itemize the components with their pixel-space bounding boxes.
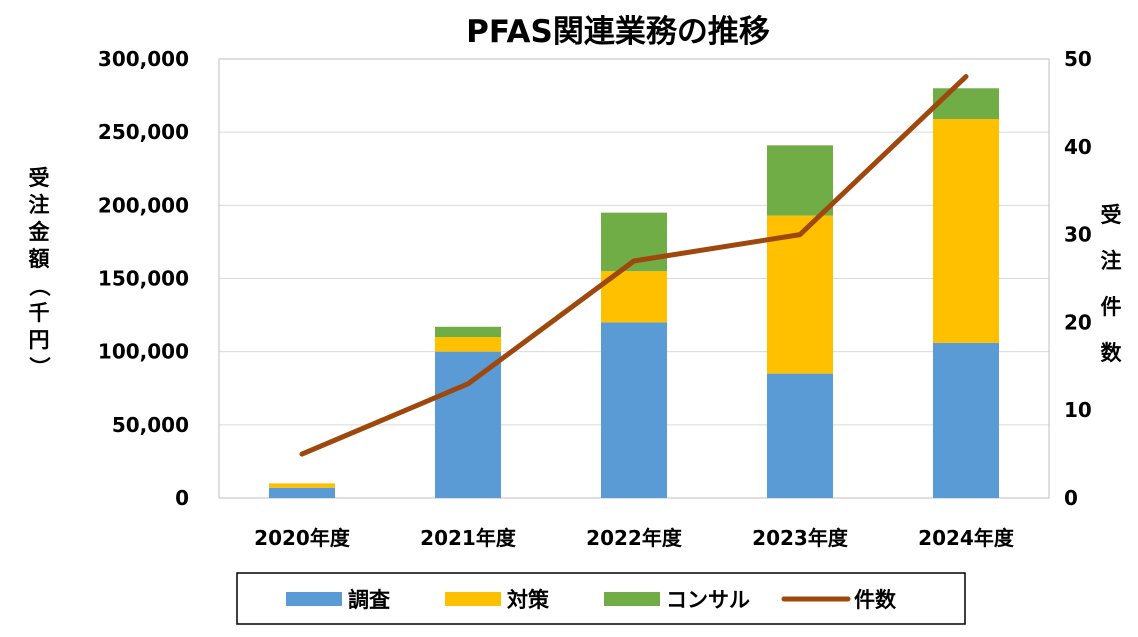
y-left-label-char: ）	[27, 357, 51, 378]
x-tick-label: 2024年度	[918, 526, 1015, 550]
y-right-label-char: 受	[1101, 203, 1122, 227]
legend-label: コンサル	[666, 588, 750, 612]
legend-label: 対策	[507, 588, 550, 612]
y-left-label-char: 額	[28, 247, 50, 271]
y-right-tick-label: 20	[1064, 310, 1092, 334]
y-left-label-char: 注	[29, 193, 50, 217]
y-left-tick-label: 200,000	[98, 193, 189, 217]
y-left-tick-label: 100,000	[98, 340, 189, 364]
y-left-label-char: （	[27, 276, 51, 297]
bar-segment	[269, 483, 335, 488]
y-left-label-char: 受	[29, 166, 50, 190]
y-right-tick-label: 0	[1064, 486, 1078, 510]
x-tick-label: 2022年度	[586, 526, 683, 550]
y-left-tick-label: 300,000	[98, 47, 189, 71]
bar-segment	[435, 351, 501, 498]
legend-swatch	[604, 592, 660, 606]
bar-segment	[601, 322, 667, 498]
y-right-tick-label: 40	[1064, 135, 1092, 159]
legend-swatch	[286, 592, 342, 606]
y-left-tick-label: 250,000	[98, 120, 189, 144]
chart-title: PFAS関連業務の推移	[466, 14, 770, 50]
bar-segment	[435, 337, 501, 352]
y-left-label-char: 円	[29, 328, 50, 352]
bar-segment	[767, 145, 833, 216]
y-left-label-char: 金	[28, 220, 51, 244]
line-series	[299, 74, 969, 457]
y-right-label-char: 件	[1101, 295, 1122, 319]
legend-label: 件数	[854, 588, 897, 612]
y-right-tick-label: 30	[1064, 223, 1092, 247]
x-tick-label: 2023年度	[752, 526, 849, 550]
y-left-label-char: 千	[29, 301, 50, 325]
y-left-tick-label: 150,000	[98, 267, 189, 291]
y-left-tick-label: 50,000	[112, 413, 189, 437]
bar-segment	[767, 215, 833, 374]
bar-segment	[933, 118, 999, 343]
bar-segment	[767, 373, 833, 498]
plot-area: 0 50,000 100,000 150,000 200,000 250,000 300,0…	[98, 47, 1092, 550]
y-right-label-char: 注	[1101, 249, 1122, 273]
bar-segment	[435, 326, 501, 338]
y-right-tick-label: 50	[1064, 47, 1092, 71]
y-right-tick-label: 10	[1064, 398, 1092, 422]
y-right-label-char: 数	[1101, 341, 1123, 365]
y-left-tick-label: 0	[175, 486, 189, 510]
legend-swatch	[445, 592, 501, 606]
legend-label: 調査	[348, 588, 390, 612]
legend: 調査 対策 コンサル 件数	[236, 572, 966, 625]
bar-segment	[269, 487, 335, 498]
x-tick-label: 2020年度	[254, 526, 351, 550]
x-tick-label: 2021年度	[420, 526, 517, 550]
bar-segment	[933, 88, 999, 119]
bar-segment	[933, 342, 999, 498]
